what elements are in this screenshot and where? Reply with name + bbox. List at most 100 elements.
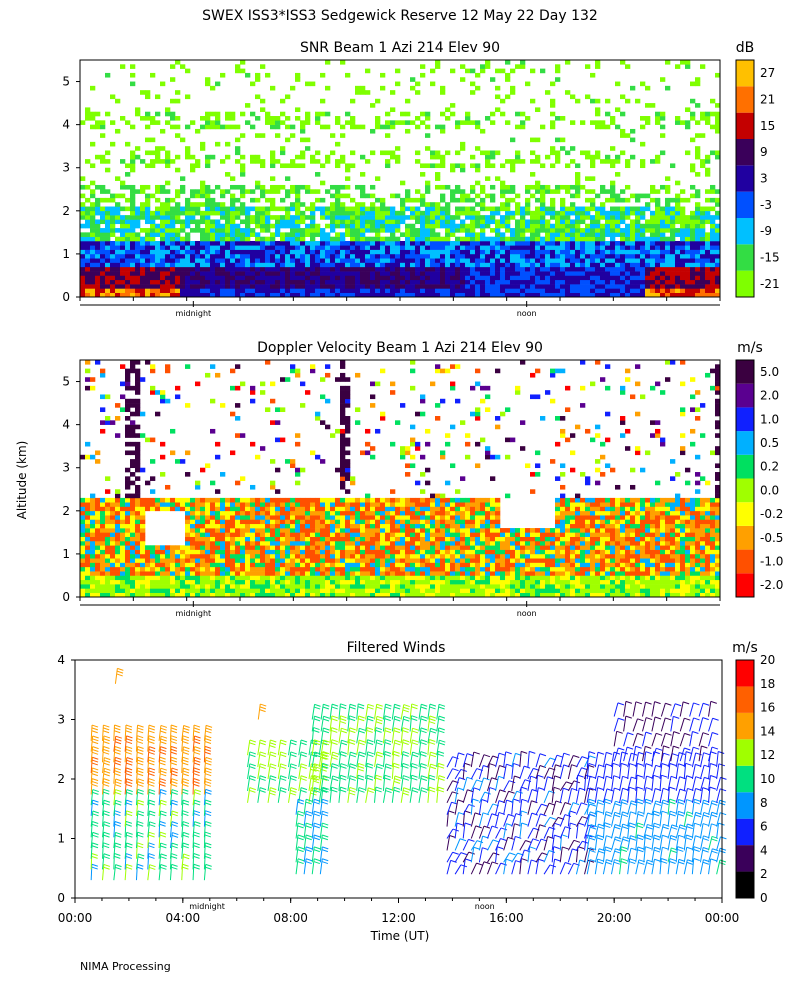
snr-cell — [260, 219, 265, 224]
snr-cell — [235, 245, 240, 250]
snr-cell — [360, 194, 365, 199]
snr-cell — [610, 120, 615, 125]
snr-cell — [525, 207, 530, 212]
snr-cell — [400, 219, 405, 224]
snr-cell — [300, 288, 305, 293]
snr-cell — [120, 219, 125, 224]
snr-cell — [455, 288, 460, 293]
vel-cell — [145, 502, 150, 507]
vel-cell — [130, 580, 135, 585]
snr-cell — [295, 202, 300, 207]
snr-cell — [450, 267, 455, 272]
snr-cell — [410, 241, 415, 246]
vel-cell — [315, 588, 320, 593]
snr-cell — [255, 232, 260, 237]
snr-cell — [315, 228, 320, 233]
snr-cell — [225, 211, 230, 216]
snr-cell — [475, 194, 480, 199]
vel-cell — [150, 571, 155, 576]
vel-cell — [100, 580, 105, 585]
snr-cell — [80, 263, 85, 268]
snr-cell — [145, 194, 150, 199]
snr-cell — [240, 207, 245, 212]
snr-y-tick-label: 2 — [62, 204, 70, 218]
snr-cell — [270, 267, 275, 272]
snr-cell — [435, 263, 440, 268]
snr-cell — [255, 275, 260, 280]
snr-cell — [580, 250, 585, 255]
snr-cell — [660, 125, 665, 130]
snr-cell — [120, 237, 125, 242]
snr-cell — [225, 112, 230, 117]
snr-cell — [605, 219, 610, 224]
vel-cell — [90, 563, 95, 568]
vel-cell — [125, 382, 130, 387]
snr-cell — [655, 228, 660, 233]
snr-cell — [320, 211, 325, 216]
vel-cell — [325, 537, 330, 542]
snr-cell — [580, 241, 585, 246]
snr-cell — [535, 284, 540, 289]
vel-cell — [185, 515, 190, 520]
vel-cell — [95, 554, 100, 559]
snr-cell — [100, 228, 105, 233]
vel-cell — [145, 481, 150, 486]
snr-cell — [500, 207, 505, 212]
snr-cell — [395, 258, 400, 263]
vel-cell — [205, 373, 210, 378]
snr-cell — [205, 275, 210, 280]
snr-cell — [335, 120, 340, 125]
snr-cell — [695, 211, 700, 216]
snr-cell — [600, 263, 605, 268]
snr-cell — [610, 263, 615, 268]
snr-cell — [690, 271, 695, 276]
snr-cell — [90, 228, 95, 233]
snr-cell — [705, 271, 710, 276]
snr-cell — [125, 245, 130, 250]
snr-cell — [660, 284, 665, 289]
vel-cell — [125, 468, 130, 473]
snr-cell — [155, 215, 160, 220]
snr-cell — [680, 288, 685, 293]
snr-cell — [345, 263, 350, 268]
snr-cell — [640, 163, 645, 168]
snr-cell — [470, 207, 475, 212]
snr-cell — [150, 120, 155, 125]
snr-cell — [595, 280, 600, 285]
snr-cell — [505, 237, 510, 242]
snr-cell — [685, 237, 690, 242]
snr-cell — [660, 185, 665, 190]
snr-cell — [700, 211, 705, 216]
vel-cell — [105, 502, 110, 507]
snr-cell — [230, 228, 235, 233]
vel-cell — [100, 502, 105, 507]
vel-cell — [260, 519, 265, 524]
snr-cell — [340, 211, 345, 216]
snr-cell — [625, 64, 630, 69]
snr-cell — [560, 280, 565, 285]
snr-cell — [300, 138, 305, 143]
snr-cell — [295, 232, 300, 237]
vel-cell — [295, 433, 300, 438]
vel-cell — [105, 580, 110, 585]
snr-cell — [190, 163, 195, 168]
snr-cell — [410, 284, 415, 289]
snr-cell — [380, 224, 385, 229]
vel-cell — [215, 541, 220, 546]
snr-cell — [540, 194, 545, 199]
snr-cell — [185, 263, 190, 268]
snr-cell — [365, 228, 370, 233]
snr-cell — [350, 263, 355, 268]
snr-cell — [375, 245, 380, 250]
snr-cell — [170, 258, 175, 263]
snr-cell — [630, 271, 635, 276]
snr-cell — [540, 69, 545, 74]
vel-cell — [80, 580, 85, 585]
snr-cell — [325, 215, 330, 220]
snr-cell — [625, 185, 630, 190]
vel-cell — [135, 373, 140, 378]
snr-cell — [85, 271, 90, 276]
snr-cell — [250, 112, 255, 117]
snr-cell — [260, 215, 265, 220]
snr-cell — [195, 284, 200, 289]
